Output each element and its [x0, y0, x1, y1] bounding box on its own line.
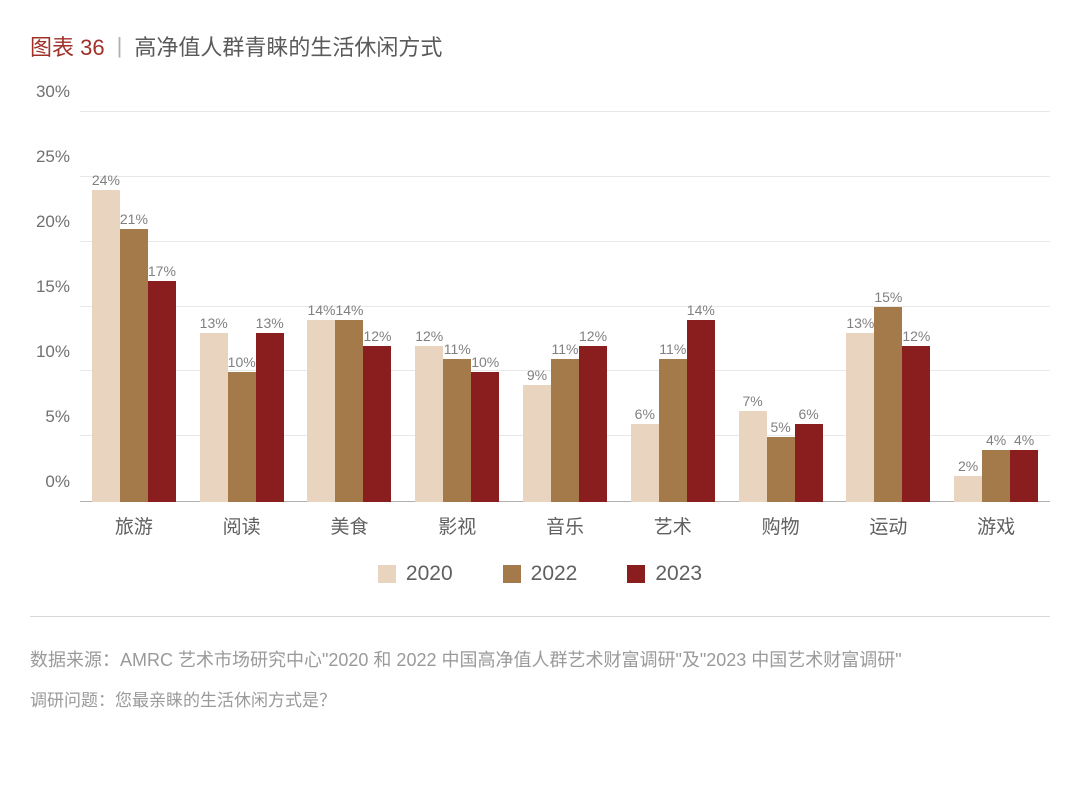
bar-group: 9%11%12% [511, 112, 619, 502]
bar: 11% [659, 359, 687, 502]
data-source: 数据来源：AMRC 艺术市场研究中心"2020 和 2022 中国高净值人群艺术… [30, 642, 1050, 678]
bar-value-label: 13% [846, 315, 874, 333]
bar: 24% [92, 190, 120, 502]
bar-value-label: 4% [1014, 432, 1034, 450]
bar: 11% [443, 359, 471, 502]
legend-label: 2022 [531, 562, 578, 586]
header-divider: | [117, 33, 123, 59]
bar-value-label: 12% [363, 328, 391, 346]
x-axis-labels: 旅游阅读美食影视音乐艺术购物运动游戏 [80, 502, 1050, 542]
x-tick-label: 艺术 [619, 502, 727, 542]
bar: 4% [982, 450, 1010, 502]
bar-value-label: 10% [228, 354, 256, 372]
x-tick-label: 旅游 [80, 502, 188, 542]
bar: 15% [874, 307, 902, 502]
bar-value-label: 12% [415, 328, 443, 346]
bar-value-label: 7% [742, 393, 762, 411]
y-tick-label: 10% [30, 342, 70, 362]
bar-value-label: 11% [552, 341, 579, 359]
x-tick-label: 影视 [403, 502, 511, 542]
bar: 13% [256, 333, 284, 502]
bar-groups: 24%21%17%13%10%13%14%14%12%12%11%10%9%11… [80, 112, 1050, 502]
bar-value-label: 15% [874, 289, 902, 307]
y-tick-label: 30% [30, 82, 70, 102]
bar: 12% [579, 346, 607, 502]
y-tick-label: 15% [30, 277, 70, 297]
separator [30, 616, 1050, 617]
bar: 7% [739, 411, 767, 502]
bar: 10% [471, 372, 499, 502]
legend-label: 2020 [406, 562, 453, 586]
y-tick-label: 25% [30, 147, 70, 167]
bar-value-label: 13% [256, 315, 284, 333]
bar-group: 7%5%6% [727, 112, 835, 502]
bar-value-label: 21% [120, 211, 148, 229]
bar: 5% [767, 437, 795, 502]
y-tick-label: 5% [30, 407, 70, 427]
bar: 2% [954, 476, 982, 502]
bar: 21% [120, 229, 148, 502]
legend-label: 2023 [655, 562, 702, 586]
bar: 14% [687, 320, 715, 502]
bar-value-label: 2% [958, 458, 978, 476]
legend-item: 2022 [503, 562, 578, 586]
bar-value-label: 13% [200, 315, 228, 333]
bar-value-label: 5% [770, 419, 790, 437]
bar-value-label: 10% [471, 354, 499, 372]
bar-group: 2%4%4% [942, 112, 1050, 502]
bar: 12% [415, 346, 443, 502]
y-tick-label: 0% [30, 472, 70, 492]
bar-group: 12%11%10% [403, 112, 511, 502]
bar-value-label: 14% [335, 302, 363, 320]
x-tick-label: 美食 [296, 502, 404, 542]
bar-value-label: 17% [148, 263, 176, 281]
y-tick-label: 20% [30, 212, 70, 232]
bar-value-label: 12% [902, 328, 930, 346]
bar-group: 13%15%12% [834, 112, 942, 502]
bar-value-label: 24% [92, 172, 120, 190]
chart-header: 图表 36 | 高净值人群青睐的生活休闲方式 [30, 30, 1050, 62]
chart-number: 图表 36 [30, 30, 105, 62]
bar-group: 24%21%17% [80, 112, 188, 502]
survey-question: 调研问题：您最亲睐的生活休闲方式是？ [30, 686, 1050, 711]
bar: 14% [335, 320, 363, 502]
legend-swatch [503, 565, 521, 583]
bar: 4% [1010, 450, 1038, 502]
bar-value-label: 12% [579, 328, 607, 346]
bar: 6% [795, 424, 823, 502]
x-tick-label: 运动 [834, 502, 942, 542]
x-tick-label: 游戏 [942, 502, 1050, 542]
legend-swatch [378, 565, 396, 583]
bar: 12% [902, 346, 930, 502]
bar-value-label: 11% [659, 341, 686, 359]
bar-chart: 0%5%10%15%20%25%30% 24%21%17%13%10%13%14… [30, 112, 1050, 542]
chart-title: 高净值人群青睐的生活休闲方式 [134, 30, 442, 62]
bar-value-label: 14% [687, 302, 715, 320]
x-tick-label: 购物 [727, 502, 835, 542]
bar-value-label: 11% [444, 341, 471, 359]
bar-value-label: 14% [307, 302, 335, 320]
bar-value-label: 6% [635, 406, 655, 424]
legend-item: 2020 [378, 562, 453, 586]
bar: 9% [523, 385, 551, 502]
bar-group: 14%14%12% [296, 112, 404, 502]
bar: 12% [363, 346, 391, 502]
x-tick-label: 音乐 [511, 502, 619, 542]
bar: 10% [228, 372, 256, 502]
bar-group: 13%10%13% [188, 112, 296, 502]
x-tick-label: 阅读 [188, 502, 296, 542]
bar-value-label: 9% [527, 367, 547, 385]
bar: 14% [307, 320, 335, 502]
bar-group: 6%11%14% [619, 112, 727, 502]
bar: 6% [631, 424, 659, 502]
bar: 13% [200, 333, 228, 502]
chart-legend: 2020 2022 2023 [30, 562, 1050, 586]
bar-value-label: 4% [986, 432, 1006, 450]
legend-item: 2023 [627, 562, 702, 586]
bar: 13% [846, 333, 874, 502]
bar-value-label: 6% [798, 406, 818, 424]
bar: 11% [551, 359, 579, 502]
bar: 17% [148, 281, 176, 502]
legend-swatch [627, 565, 645, 583]
